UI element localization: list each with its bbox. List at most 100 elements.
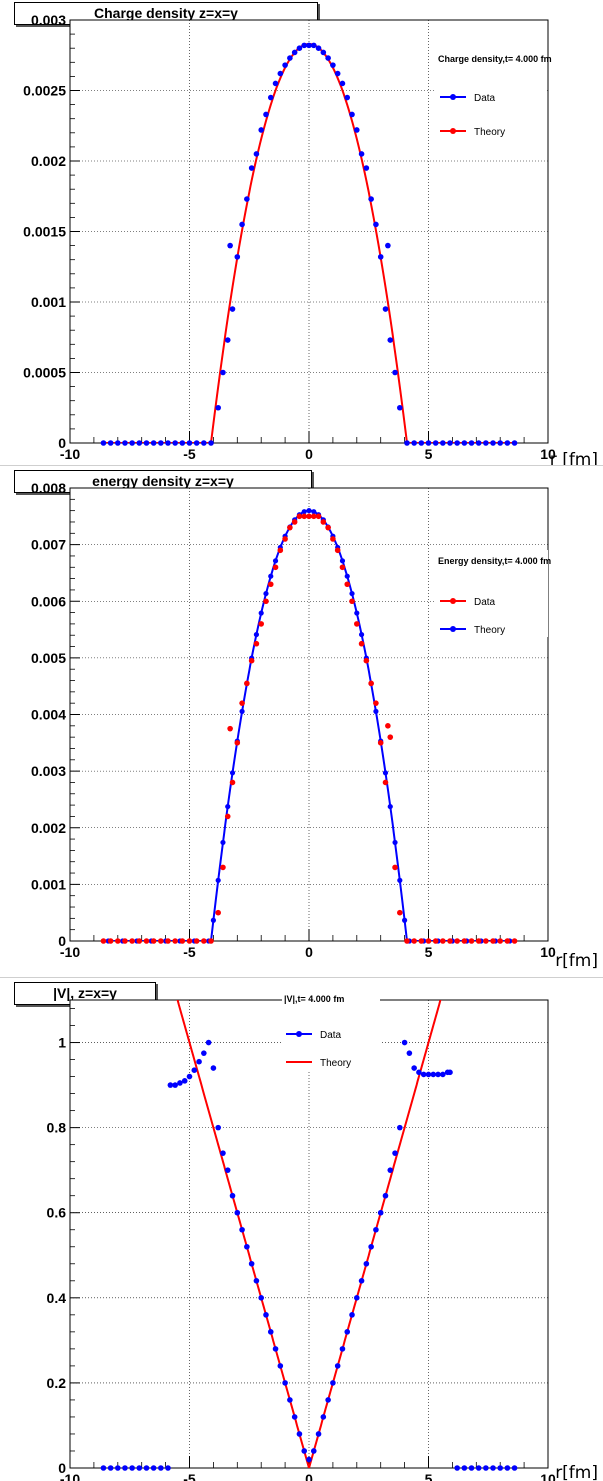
legend-title: Charge density,t= 4.000 fm: [438, 54, 552, 64]
data-point: [301, 42, 308, 49]
data-point: [267, 1329, 274, 1335]
data-point: [330, 536, 336, 542]
data-point: [344, 581, 351, 588]
y-tick-label: 0.8: [47, 1120, 67, 1136]
y-tick-label: 0.003: [31, 763, 66, 779]
data-point: [150, 1465, 157, 1471]
data-point: [227, 725, 233, 732]
data-point: [296, 513, 303, 520]
legend-title: Energy density,t= 4.000 fm: [438, 556, 551, 566]
data-point: [454, 938, 460, 944]
data-point: [239, 700, 245, 706]
chart-potential: 0 0.2 0.4 0.6 0.8 1 -10 -5 0 5 10 r[fm] |V|,t= 4.000…: [47, 988, 598, 1481]
data-point: [461, 938, 468, 944]
data-point: [100, 1465, 107, 1471]
data-point: [136, 938, 143, 944]
data-point: [425, 440, 432, 446]
y-tick-label: 0.003: [31, 12, 66, 28]
data-point: [234, 1209, 241, 1216]
x-tick-label: -10: [60, 446, 80, 462]
y-tick-label: 0.2: [47, 1375, 67, 1391]
data-point: [490, 938, 496, 944]
data-point: [179, 440, 186, 446]
data-point: [220, 369, 226, 376]
x-tick-label: -10: [60, 1471, 80, 1481]
data-point: [208, 440, 214, 446]
legend-marker: [450, 128, 456, 134]
data-point: [411, 1065, 417, 1071]
data-point: [440, 440, 446, 446]
data-point: [234, 740, 241, 746]
data-point: [167, 1082, 174, 1088]
x-tick-label: 10: [540, 446, 556, 462]
data-point: [181, 1078, 188, 1084]
data-point: [310, 42, 317, 49]
legend-label: Theory: [474, 625, 505, 636]
data-point: [461, 1465, 468, 1471]
data-point: [432, 440, 439, 446]
data-point: [411, 938, 417, 944]
data-point: [430, 1071, 437, 1078]
data-point: [497, 938, 504, 944]
data-point: [201, 1050, 207, 1056]
y-tick-label: 0.006: [31, 593, 66, 609]
theory-marker: [225, 803, 231, 810]
data-point: [248, 1260, 255, 1267]
data-point: [454, 440, 460, 446]
data-point: [344, 1329, 351, 1335]
y-tick-label: 0.0025: [23, 83, 66, 99]
data-point: [475, 440, 482, 446]
data-point: [267, 581, 274, 588]
data-point: [435, 1071, 441, 1078]
data-point: [107, 938, 114, 944]
legend-box: [436, 550, 548, 637]
data-point: [100, 938, 107, 944]
data-point: [382, 779, 389, 786]
data-point: [306, 1456, 312, 1463]
data-point: [440, 1071, 446, 1078]
data-point: [234, 254, 241, 260]
x-tick-label: 10: [540, 1471, 556, 1481]
legend-label: Data: [474, 597, 496, 608]
legend-marker: [296, 1031, 302, 1037]
legend-label: Theory: [320, 1058, 351, 1069]
data-point: [172, 440, 178, 446]
data-point: [397, 404, 403, 411]
data-point: [447, 440, 453, 446]
data-point: [447, 1069, 453, 1076]
data-point: [315, 45, 322, 51]
y-tick-label: 0.008: [31, 480, 66, 496]
data-point: [315, 1431, 322, 1437]
data-point: [334, 547, 341, 554]
data-point: [325, 1397, 331, 1403]
legend-label: Data: [320, 1030, 342, 1041]
y-tick-label: 0: [58, 933, 66, 949]
data-point: [315, 513, 322, 520]
data-point: [511, 440, 518, 446]
data-point: [339, 80, 346, 87]
x-tick-label: 10: [540, 944, 556, 960]
data-point: [320, 1414, 327, 1420]
data-point: [385, 242, 391, 249]
y-tick-label: 0.005: [31, 650, 66, 666]
data-point: [339, 564, 346, 571]
data-point: [385, 723, 391, 729]
data-point: [397, 909, 403, 916]
data-point: [129, 440, 135, 446]
data-point: [193, 938, 200, 944]
data-point: [377, 1209, 384, 1216]
data-point: [282, 536, 288, 542]
theory-marker: [344, 573, 350, 579]
data-point: [267, 94, 274, 101]
data-point: [511, 938, 518, 944]
data-point: [205, 1039, 212, 1046]
theory-marker: [272, 558, 279, 564]
data-point: [158, 1465, 164, 1471]
data-point: [454, 1465, 460, 1471]
data-point: [248, 657, 255, 664]
y-tick-label: 0.4: [47, 1290, 67, 1306]
data-point: [418, 440, 425, 446]
data-point: [432, 938, 439, 944]
data-point: [354, 127, 360, 133]
data-point: [373, 221, 379, 228]
